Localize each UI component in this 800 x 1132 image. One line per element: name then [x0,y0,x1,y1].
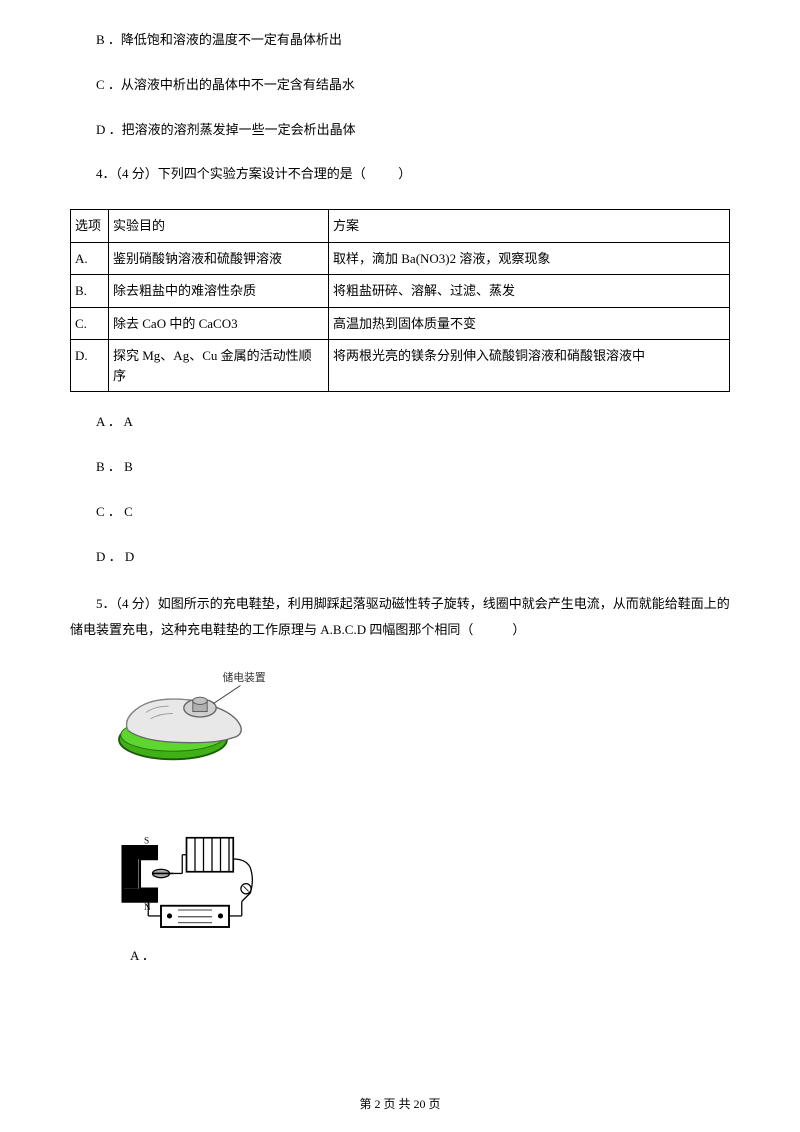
answer-d: D ． D [70,547,730,568]
table-row: B. 除去粗盐中的难溶性杂质 将粗盐研碎、溶解、过滤、蒸发 [71,275,730,308]
row-a-scheme: 取样，滴加 Ba(NO3)2 溶液，观察现象 [329,242,730,275]
table-row: D. 探究 Mg、Ag、Cu 金属的活动性顺序 将两根光亮的镁条分别伸入硫酸铜溶… [71,340,730,392]
table-header-row: 选项 实验目的 方案 [71,210,730,243]
question-5: 5．（4 分）如图所示的充电鞋垫，利用脚踩起落驱动磁性转子旋转，线圈中就会产生电… [70,591,730,643]
row-c-scheme: 高温加热到固体质量不变 [329,307,730,340]
device-image-block: S N A ． [110,795,730,964]
shoe-label: 储电装置 [223,671,266,684]
option-b-text: B ．降低饱和溶液的温度不一定有晶体析出 [70,30,730,51]
table-row: A. 鉴别硝酸钠溶液和硫酸钾溶液 取样，滴加 Ba(NO3)2 溶液，观察现象 [71,242,730,275]
table-row: C. 除去 CaO 中的 CaCO3 高温加热到固体质量不变 [71,307,730,340]
device-icon: S N [110,825,280,936]
row-a-option: A. [71,242,109,275]
shoe-image-block: 储电装置 [110,663,730,775]
page-footer: 第 2 页 共 20 页 [0,1095,800,1112]
option-c-text: C ．从溶液中析出的晶体中不一定含有结晶水 [70,75,730,96]
answer-c: C ． C [70,502,730,523]
q5-option-a: A ． [130,945,730,964]
row-d-scheme: 将两根光亮的镁条分别伸入硫酸铜溶液和硝酸银溶液中 [329,340,730,392]
header-scheme: 方案 [329,210,730,243]
header-option: 选项 [71,210,109,243]
row-d-purpose: 探究 Mg、Ag、Cu 金属的活动性顺序 [109,340,329,392]
row-b-option: B. [71,275,109,308]
svg-text:S: S [144,837,149,847]
header-purpose: 实验目的 [109,210,329,243]
experiment-table: 选项 实验目的 方案 A. 鉴别硝酸钠溶液和硫酸钾溶液 取样，滴加 Ba(NO3… [70,209,730,392]
svg-text:N: N [144,903,151,913]
option-d-text: D ．把溶液的溶剂蒸发掉一些一定会析出晶体 [70,120,730,141]
question-4: 4．（4 分）下列四个实验方案设计不合理的是（ ） [70,164,730,185]
answer-a: A ． A [70,412,730,433]
answer-b: B ． B [70,457,730,478]
row-b-scheme: 将粗盐研碎、溶解、过滤、蒸发 [329,275,730,308]
row-a-purpose: 鉴别硝酸钠溶液和硫酸钾溶液 [109,242,329,275]
shoe-icon: 储电装置 [110,663,290,771]
row-b-purpose: 除去粗盐中的难溶性杂质 [109,275,329,308]
row-d-option: D. [71,340,109,392]
row-c-option: C. [71,307,109,340]
row-c-purpose: 除去 CaO 中的 CaCO3 [109,307,329,340]
